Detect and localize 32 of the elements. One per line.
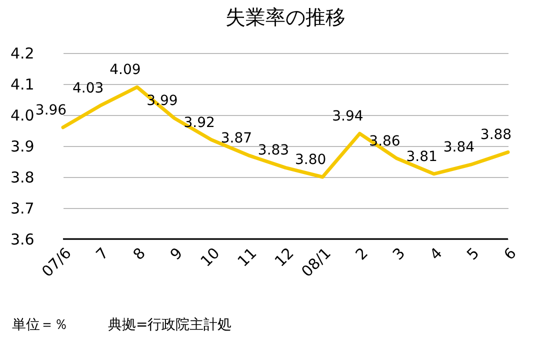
data-label: 3.96	[35, 102, 67, 118]
data-label: 4.03	[72, 80, 104, 97]
y-tick-label: 3.6	[10, 230, 34, 248]
x-tick-label: 3	[389, 244, 409, 264]
data-label: 3.92	[184, 114, 215, 131]
y-tick-label: 4.0	[10, 106, 34, 124]
x-tick-label: 5	[463, 244, 483, 264]
y-tick-label: 4.1	[10, 76, 34, 94]
x-tick-label: 7	[92, 244, 112, 264]
x-tick-label: 2	[352, 244, 372, 264]
y-tick-label: 3.8	[10, 168, 34, 186]
data-label: 3.88	[480, 127, 512, 144]
y-tick-label: 3.9	[10, 138, 34, 156]
data-label: 3.83	[258, 142, 290, 159]
data-label: 3.84	[443, 140, 475, 156]
text: 単位＝％	[12, 316, 68, 334]
y-tick-label: 4.2	[10, 44, 34, 62]
x-tick-label: 6	[500, 244, 520, 264]
data-label: 3.80	[294, 152, 326, 168]
data-label: 3.87	[220, 130, 252, 146]
x-tick-label: 12	[271, 244, 298, 270]
y-tick-label: 3.7	[10, 200, 34, 218]
x-tick-label: 8	[130, 244, 149, 264]
x-tick-label: 4	[426, 244, 446, 264]
chart-title: 失業率の推移	[226, 5, 346, 29]
x-tick-label: 11	[234, 244, 260, 270]
data-label: 4.09	[110, 62, 141, 78]
data-label: 3.81	[406, 148, 438, 165]
x-tick-label: 9	[166, 244, 186, 264]
data-label: 3.94	[332, 108, 364, 125]
text: 典拠=行政院主計処	[108, 316, 232, 334]
x-tick-label: 10	[196, 244, 224, 270]
